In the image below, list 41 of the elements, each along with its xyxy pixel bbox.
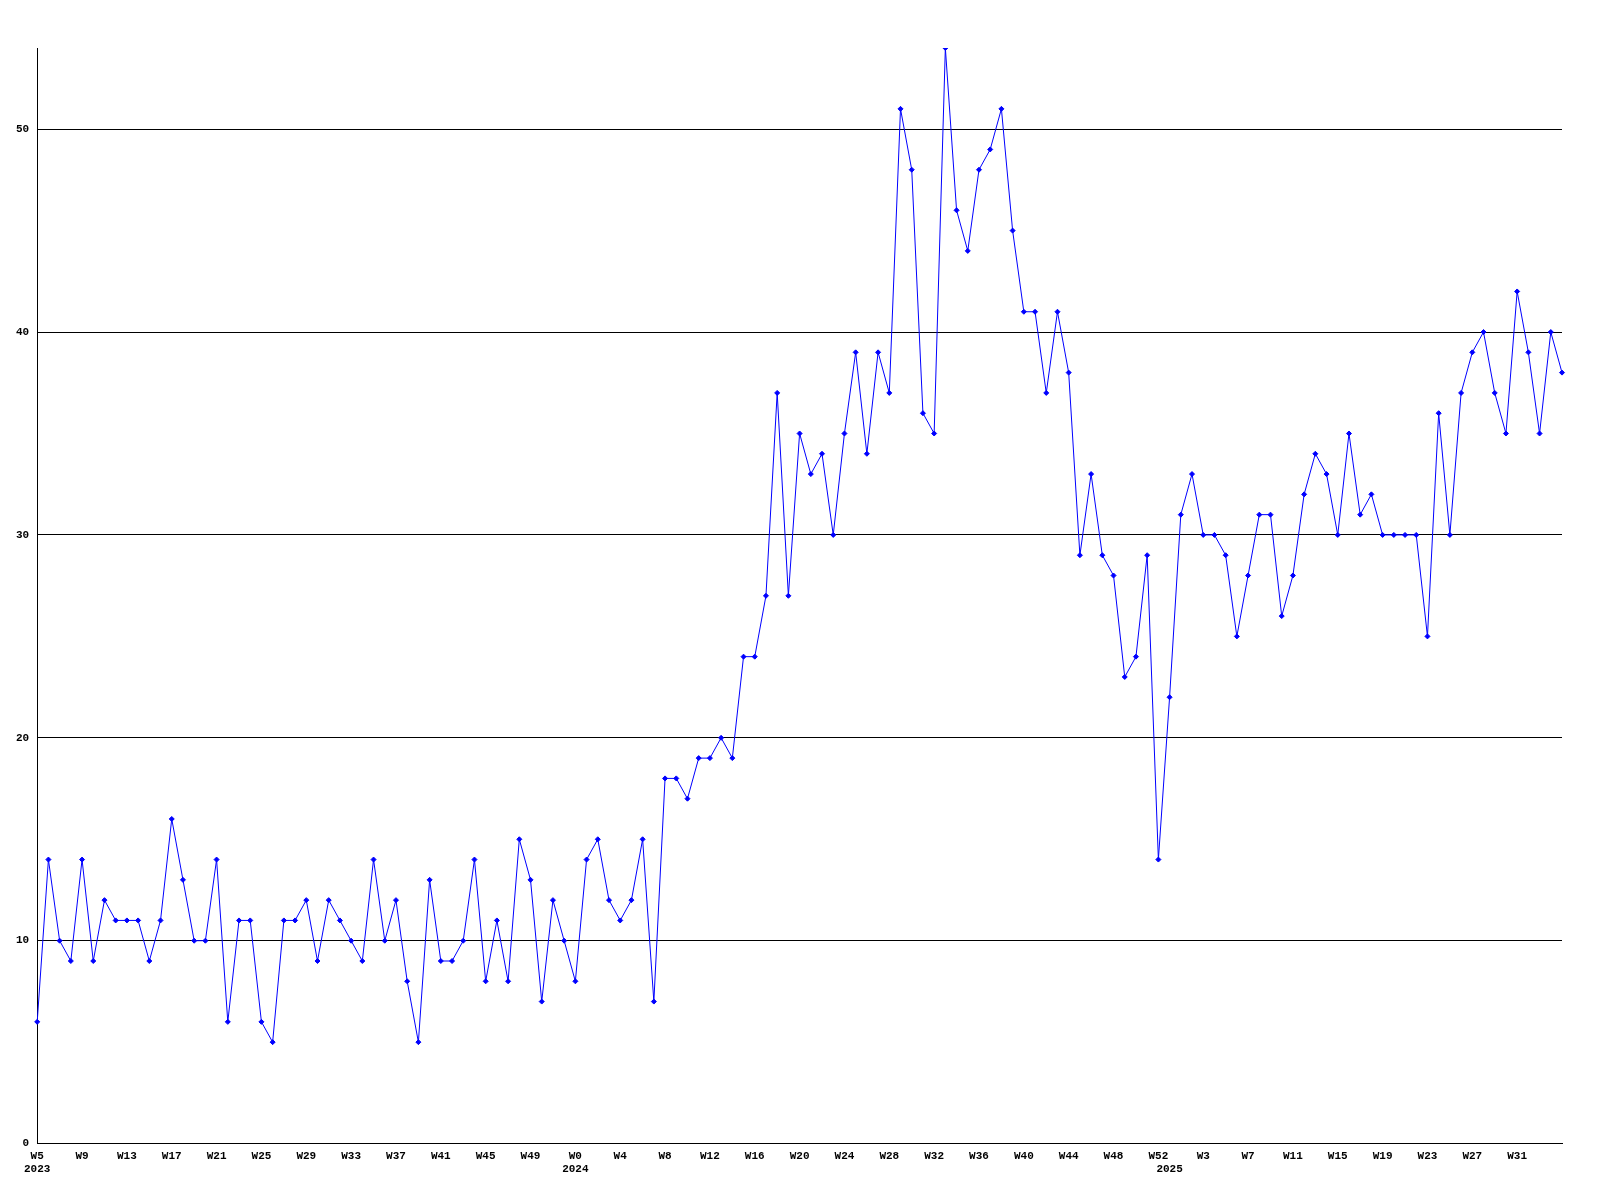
x-tick-label: W36: [969, 1149, 989, 1162]
x-tick-label: W40: [1013, 1149, 1034, 1162]
x-tick-label: W24: [834, 1149, 855, 1162]
y-tick-label: 50: [16, 122, 30, 135]
x-tick-label: W48: [1103, 1149, 1124, 1162]
x-tick-label: W5 2023: [24, 1149, 51, 1176]
x-tick-label: W29: [296, 1149, 317, 1162]
x-tick-label: W15: [1327, 1149, 1349, 1162]
x-tick-label: W11: [1283, 1149, 1304, 1162]
x-tick-label: W4: [613, 1149, 628, 1162]
x-tick-label: W7: [1241, 1149, 1255, 1162]
x-tick-label: W20: [789, 1149, 810, 1162]
x-tick-label: W32: [924, 1149, 945, 1162]
x-tick-label: W17: [161, 1149, 182, 1162]
x-tick-label: W19: [1372, 1149, 1393, 1162]
x-tick-label: W49: [520, 1149, 541, 1162]
x-tick-label: W21: [206, 1149, 227, 1162]
x-tick-label: W31: [1507, 1149, 1528, 1162]
x-tick-label: W3: [1196, 1149, 1211, 1162]
y-tick-label: 40: [16, 325, 30, 338]
x-tick-label: W27: [1462, 1149, 1483, 1162]
y-tick-label: 0: [22, 1137, 30, 1150]
x-tick-label: W13: [116, 1149, 138, 1162]
x-tick-label: W41: [430, 1149, 452, 1162]
x-tick-label: W8: [658, 1149, 673, 1162]
x-tick-label: W44: [1058, 1149, 1079, 1162]
y-tick-label: 10: [16, 934, 30, 947]
x-tick-label: W28: [879, 1149, 900, 1162]
x-tick-label: W37: [386, 1149, 406, 1162]
x-tick-label: W0 2024: [562, 1149, 589, 1176]
x-tick-label: W25: [251, 1149, 272, 1162]
x-tick-label: W45: [475, 1149, 496, 1162]
x-tick-label: 2025: [1156, 1163, 1184, 1176]
x-tick-label: W9: [75, 1149, 89, 1162]
x-tick-label: W33: [341, 1149, 362, 1162]
x-tick-label: W52: [1148, 1149, 1169, 1162]
y-tick-label: 30: [16, 528, 30, 541]
x-tick-label: W12: [700, 1149, 720, 1162]
y-tick-label: 20: [16, 731, 30, 744]
x-tick-label: W23: [1417, 1149, 1438, 1162]
x-tick-label: W16: [744, 1149, 765, 1162]
